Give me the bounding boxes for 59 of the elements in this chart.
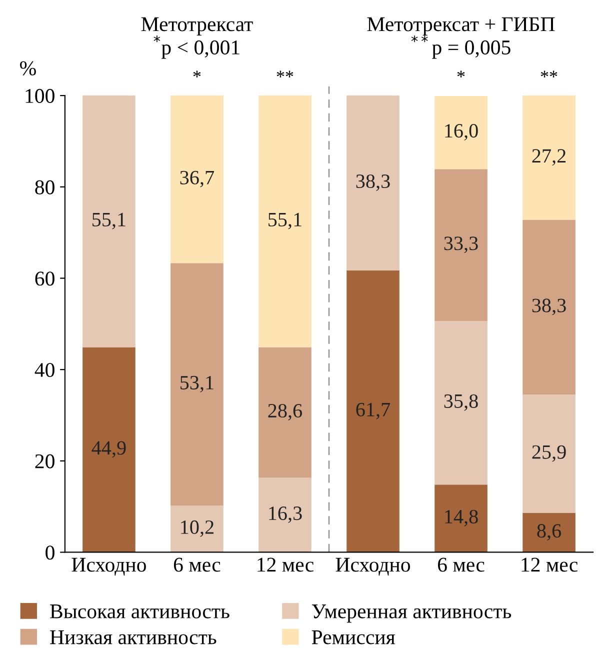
x-tick-label: 6 мес (438, 558, 484, 572)
y-tick-label: 0 (46, 546, 54, 560)
bar (434, 484, 488, 552)
data-label: 44,9 (92, 441, 126, 458)
data-label: 36,7 (180, 170, 214, 188)
data-label: 28,6 (268, 404, 302, 420)
bar (258, 478, 312, 552)
data-label: 16,0 (445, 124, 478, 140)
data-label: 53,1 (180, 376, 214, 392)
data-label: 38,3 (356, 174, 390, 191)
bar (170, 263, 224, 506)
data-label: 33,3 (444, 236, 478, 254)
bar (434, 96, 488, 170)
total-label: ** (540, 70, 558, 78)
legend-label: Умеренная активность (312, 604, 512, 623)
bar (170, 506, 224, 552)
y-tick-label: 80 (35, 180, 54, 194)
data-label: 38,3 (532, 298, 566, 316)
data-label: 61,7 (356, 402, 390, 420)
bar (434, 321, 488, 485)
bar (258, 96, 312, 348)
x-tick-label: Исходно (72, 558, 146, 576)
data-label: 55,1 (92, 212, 126, 230)
x-tick-label: 12 мес (522, 558, 578, 572)
bar (522, 96, 576, 220)
y-axis-title: % (20, 61, 36, 76)
bar (82, 347, 136, 552)
x-tick-label: Исходно (336, 558, 410, 576)
y-tick-label: 60 (35, 272, 54, 286)
bar (258, 347, 312, 478)
total-label: ** (276, 70, 294, 78)
data-label: 14,8 (445, 510, 478, 526)
bar (82, 96, 136, 348)
data-label: 27,2 (532, 149, 566, 166)
text: Метотрексат + ГИБП $^{**}$p = 0,005 (367, 17, 555, 59)
bar (434, 169, 488, 322)
total-label: * (193, 70, 201, 78)
legend-label: Ремиссия (312, 630, 395, 644)
data-label: 8,6 (537, 524, 562, 541)
data-label: 35,8 (444, 394, 478, 411)
legend-label: Высокая активность (50, 604, 230, 618)
bar (522, 394, 576, 513)
total-label: * (457, 70, 465, 78)
bar (346, 270, 400, 552)
y-tick-label: 20 (35, 454, 54, 468)
bar (170, 96, 224, 264)
data-label: 16,3 (269, 506, 302, 523)
y-tick-label: 100 (26, 88, 54, 103)
legend-label: Низкая активность (50, 630, 216, 644)
data-label: 25,9 (532, 445, 566, 462)
data-label: 10,2 (181, 520, 214, 537)
bar (346, 96, 400, 270)
data-label: 55,1 (268, 212, 302, 230)
bar (522, 220, 576, 395)
x-tick-label: 6 мес (174, 558, 220, 572)
y-tick-label: 40 (34, 362, 54, 377)
text: Метотрексат $^{*}$p < 0,001 (141, 17, 253, 59)
x-tick-label: 12 мес (258, 558, 314, 572)
bar (522, 512, 576, 552)
